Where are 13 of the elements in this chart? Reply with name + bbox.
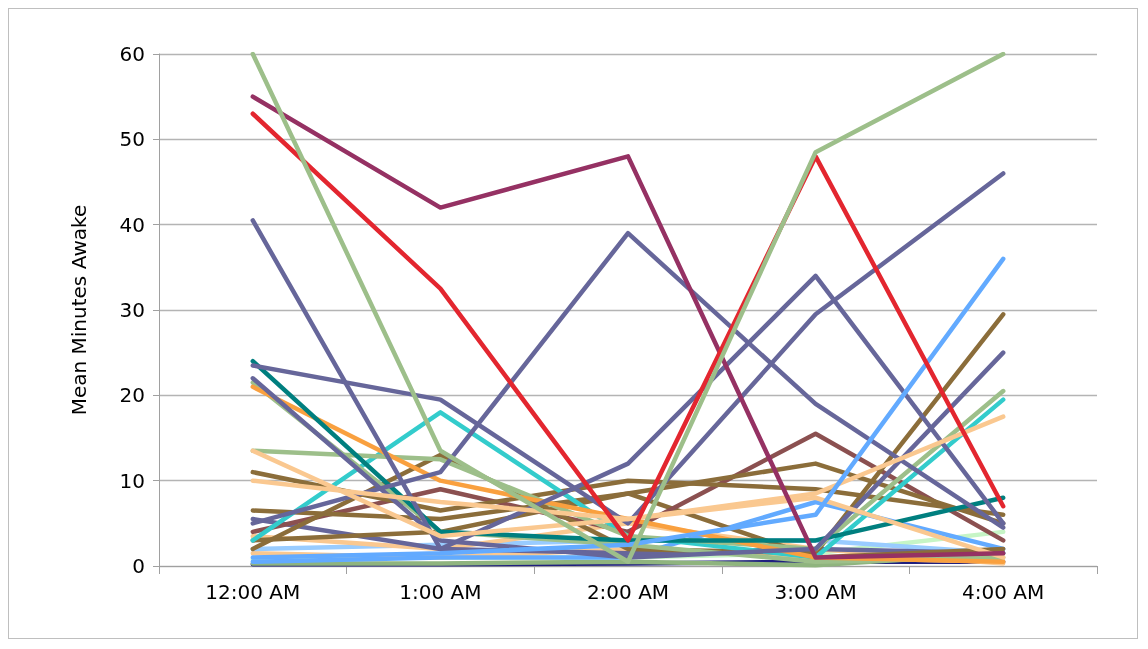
x-tick-label: 2:00 AM xyxy=(586,580,670,604)
y-tick-label: 0 xyxy=(132,554,145,578)
x-tick-label: 1:00 AM xyxy=(399,580,482,604)
y-tick-label: 10 xyxy=(119,468,145,493)
y-tick-label: 20 xyxy=(119,383,145,408)
x-tick-label: 12:00 AM xyxy=(205,580,301,604)
y-tick-label: 50 xyxy=(119,127,145,152)
x-tick-label: 4:00 AM xyxy=(962,580,1045,604)
y-tick-label: 30 xyxy=(119,298,145,322)
y-tick-label: 60 xyxy=(119,42,145,66)
y-axis-title: Mean Minutes Awake xyxy=(67,204,91,416)
y-tick-label: 40 xyxy=(119,212,145,237)
x-tick-label: 3:00 AM xyxy=(774,580,857,604)
